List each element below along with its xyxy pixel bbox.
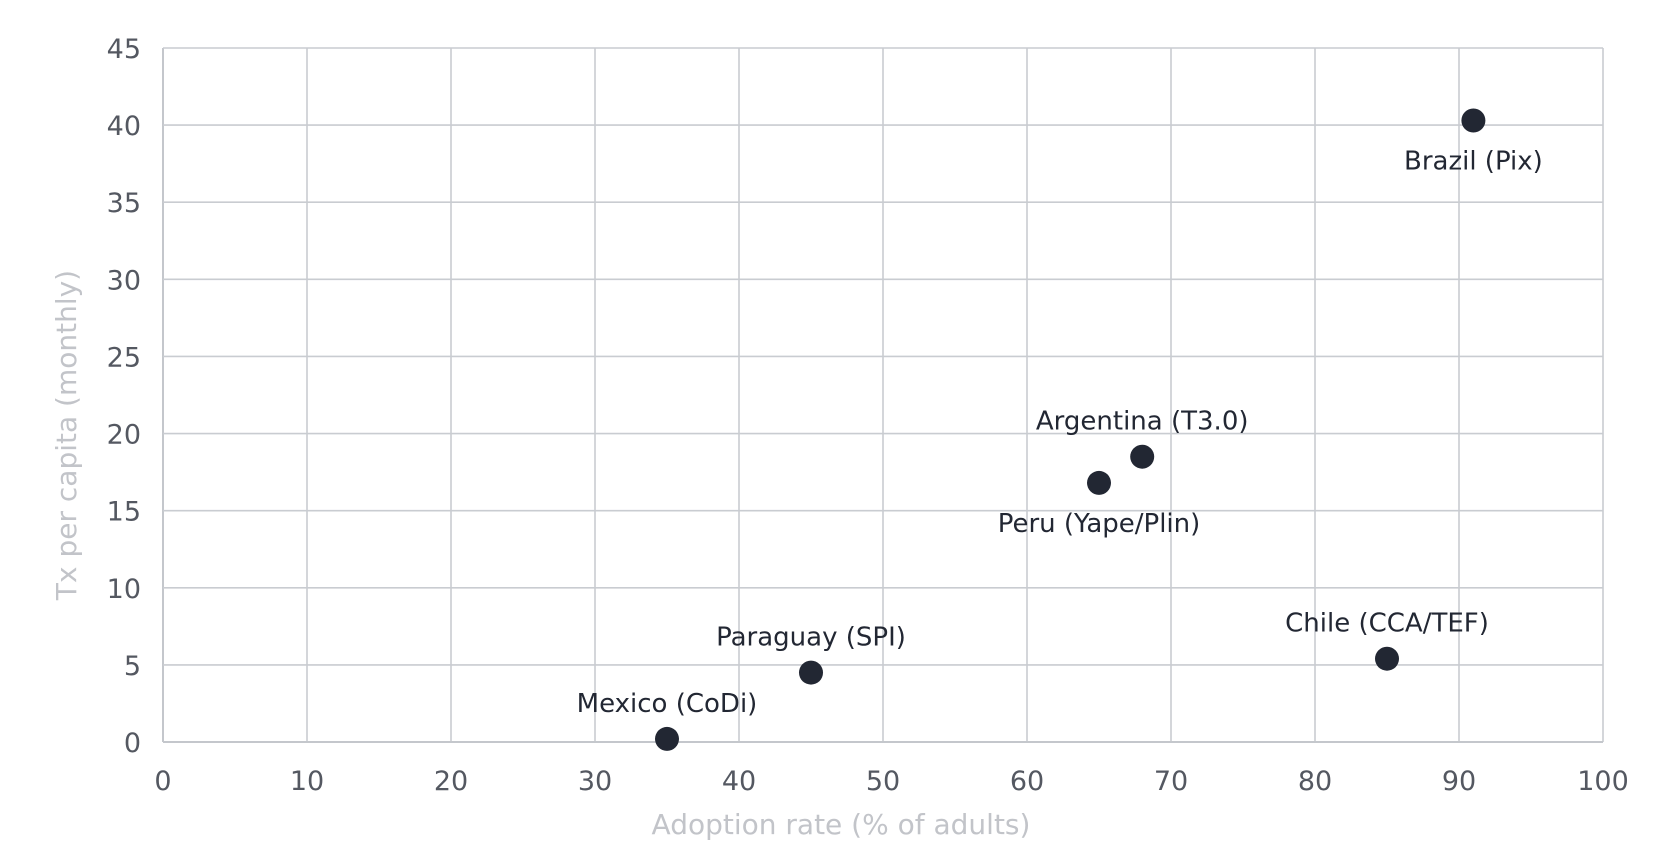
x-tick-label: 20 xyxy=(434,766,468,797)
y-tick-label: 20 xyxy=(107,420,141,451)
x-tick-label: 0 xyxy=(154,766,171,797)
data-points: Brazil (Pix) Argentina (T3.0) Peru (Yape/P… xyxy=(577,108,1543,751)
point-label: Brazil (Pix) xyxy=(1404,146,1543,176)
point-marker xyxy=(1375,646,1399,671)
y-tick-label: 5 xyxy=(124,651,141,682)
y-tick-label: 40 xyxy=(107,111,141,142)
x-tick-label: 30 xyxy=(578,766,612,797)
x-tick-label: 80 xyxy=(1298,766,1332,797)
point-marker xyxy=(1130,444,1155,469)
point-marker xyxy=(1461,108,1486,133)
grid-lines xyxy=(162,47,1604,743)
x-tick-label: 70 xyxy=(1154,766,1188,797)
point-marker xyxy=(1087,470,1111,495)
y-axis-title: Tx per capita (monthly) xyxy=(50,270,83,601)
y-axis-ticks: 0 5 10 15 20 25 30 35 40 45 xyxy=(107,34,141,759)
point-label: Argentina (T3.0) xyxy=(1036,407,1249,437)
x-tick-label: 40 xyxy=(722,766,756,797)
x-tick-label: 10 xyxy=(290,766,324,797)
point-label: Chile (CCA/TEF) xyxy=(1285,609,1489,639)
point-label: Mexico (CoDi) xyxy=(577,689,758,719)
y-tick-label: 15 xyxy=(107,497,141,528)
point-marker xyxy=(799,660,823,685)
point-marker xyxy=(655,726,679,751)
data-point: Peru (Yape/Plin) xyxy=(998,470,1201,539)
x-tick-label: 50 xyxy=(866,766,900,797)
y-tick-label: 25 xyxy=(107,342,141,373)
x-tick-label: 90 xyxy=(1442,766,1476,797)
data-point: Mexico (CoDi) xyxy=(577,689,758,751)
y-tick-label: 45 xyxy=(107,34,141,65)
x-axis-ticks: 0 10 20 30 40 50 60 70 80 90 100 xyxy=(154,766,1628,797)
data-point: Chile (CCA/TEF) xyxy=(1285,609,1489,671)
data-point: Argentina (T3.0) xyxy=(1036,407,1249,469)
y-tick-label: 0 xyxy=(124,728,141,759)
data-point: Brazil (Pix) xyxy=(1404,108,1543,176)
data-point: Paraguay (SPI) xyxy=(716,623,906,685)
x-axis-title: Adoption rate (% of adults) xyxy=(652,808,1031,841)
y-tick-label: 30 xyxy=(107,265,141,296)
y-tick-label: 10 xyxy=(107,574,141,605)
point-label: Paraguay (SPI) xyxy=(716,623,906,653)
point-label: Peru (Yape/Plin) xyxy=(998,509,1201,539)
x-tick-label: 60 xyxy=(1010,766,1044,797)
y-tick-label: 35 xyxy=(107,188,141,219)
x-tick-label: 100 xyxy=(1577,766,1629,797)
